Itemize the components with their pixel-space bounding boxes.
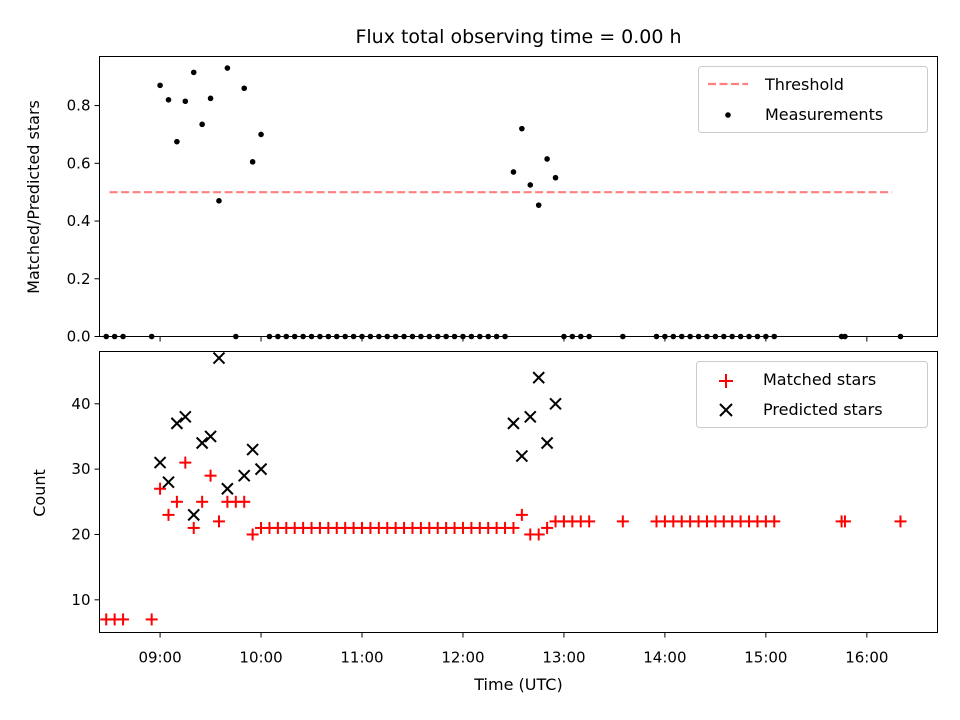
matched-star-point — [246, 528, 259, 541]
legend-predicted-swatch — [719, 403, 733, 417]
top-y-tick-label: 0.4 — [67, 212, 91, 230]
top-legend-box — [698, 66, 928, 133]
bottom-y-tick-label: 10 — [71, 591, 90, 609]
bottom-ticks: 10 20 30 40 09:00 10:00 11:00 12:00 13:00 14:00 15… — [71, 395, 888, 667]
measurement-point — [249, 159, 256, 165]
matched-star-point — [117, 613, 130, 626]
predicted-star-point — [532, 371, 545, 384]
predicted-star-point — [170, 417, 184, 430]
top-y-tick-label: 0.8 — [67, 97, 91, 115]
matched-star-point — [507, 521, 520, 534]
matched-star-point — [162, 508, 175, 521]
measurement-point — [224, 65, 231, 71]
measurement-point — [544, 156, 550, 162]
measurement-point — [552, 174, 559, 181]
matched-star-point — [212, 515, 225, 528]
matched-star-point — [145, 613, 158, 626]
top-y-tick-label: 0.2 — [67, 270, 91, 288]
matched-star-point — [187, 521, 200, 534]
measurement-point — [519, 125, 525, 132]
predicted-star-point — [549, 397, 562, 410]
measurement-point — [207, 95, 214, 102]
measurement-point — [527, 182, 534, 188]
predicted-star-point — [212, 351, 226, 365]
bottom-axes-frame — [99, 351, 938, 633]
measurement-point — [190, 69, 197, 76]
measurement-point — [258, 131, 264, 138]
measurement-point — [510, 169, 517, 175]
matched-star-point — [894, 515, 907, 528]
predicted-star-point — [524, 410, 537, 424]
bottom-x-tick-label: 15:00 — [744, 649, 787, 667]
measurement-point — [157, 82, 163, 89]
matched-star-point — [170, 495, 183, 508]
matched-star-point — [838, 515, 851, 528]
legend-predicted-label: Predicted stars — [763, 400, 883, 419]
matched-star-point — [196, 495, 209, 508]
bottom-x-tick-label: 12:00 — [441, 649, 484, 667]
bottom-y-tick-label: 40 — [71, 395, 90, 413]
legend-matched-swatch — [719, 374, 733, 388]
measurement-point — [174, 138, 180, 145]
x-axis-label: Time (UTC) — [473, 675, 562, 694]
matched-star-point — [238, 495, 251, 508]
bottom-y-tick-label: 20 — [71, 525, 90, 543]
legend-threshold-label: Threshold — [764, 75, 844, 94]
predicted-star-point — [515, 449, 529, 463]
top-ticks: 0.0 0.2 0.4 0.6 0.8 — [67, 97, 868, 346]
top-panel: 0.00.20.40.60.8 Matched/Predicted stars … — [24, 56, 938, 346]
predicted-star-point — [246, 443, 259, 456]
matched-star-point — [616, 515, 629, 528]
measurement-point — [241, 85, 248, 92]
top-y-tick-label: 0.6 — [67, 154, 91, 172]
matched-star-point — [154, 482, 167, 495]
bottom-y-tick-label: 30 — [71, 460, 90, 478]
top-axes-frame — [99, 56, 938, 337]
bottom-x-tick-label: 16:00 — [845, 649, 888, 667]
measurement-point — [182, 98, 189, 105]
bottom-legend-box — [696, 361, 928, 428]
matched-star-point — [179, 456, 192, 469]
top-legend: Threshold Measurements — [698, 66, 928, 133]
predicted-star-point — [195, 436, 209, 450]
legend-measurements-swatch — [725, 112, 731, 118]
measurement-point — [535, 202, 542, 208]
predicted-star-point — [507, 417, 520, 430]
top-y-tick-label: 0.0 — [67, 328, 91, 346]
top-y-axis-label: Matched/Predicted stars — [24, 100, 43, 294]
matched-star-point — [515, 508, 528, 521]
bottom-panel: 10 20 30 40 09:00 10:00 11:00 12:00 13:00 14:00 15… — [30, 351, 938, 694]
predicted-star-point — [221, 482, 234, 495]
matched-star-point — [583, 515, 596, 528]
bottom-x-tick-label: 11:00 — [340, 649, 383, 667]
predicted-star-point — [153, 456, 167, 469]
matched-star-point — [204, 469, 217, 482]
bottom-x-tick-label: 14:00 — [643, 649, 686, 667]
bottom-points — [100, 351, 907, 626]
legend-measurements-label: Measurements — [765, 105, 883, 124]
predicted-star-point — [540, 436, 554, 450]
bottom-x-tick-label: 09:00 — [138, 649, 181, 667]
bottom-legend: Matched stars Predicted stars — [696, 361, 928, 428]
predicted-star-point — [204, 430, 217, 443]
matched-star-point — [768, 515, 781, 528]
measurement-point — [216, 198, 222, 204]
predicted-star-point — [238, 469, 251, 482]
bottom-x-tick-label: 10:00 — [239, 649, 282, 667]
legend-matched-label: Matched stars — [763, 370, 876, 389]
chart-title: Flux total observing time = 0.00 h — [355, 26, 681, 48]
measurement-point — [199, 121, 205, 128]
predicted-star-point — [179, 410, 192, 424]
predicted-star-point — [187, 508, 200, 522]
bottom-x-tick-label: 13:00 — [542, 649, 585, 667]
matched-star-point — [541, 521, 554, 534]
predicted-star-point — [162, 475, 175, 489]
predicted-star-point — [254, 462, 268, 476]
bottom-y-axis-label: Count — [30, 469, 49, 517]
measurement-point — [165, 96, 172, 103]
matched-star-point — [532, 528, 545, 541]
